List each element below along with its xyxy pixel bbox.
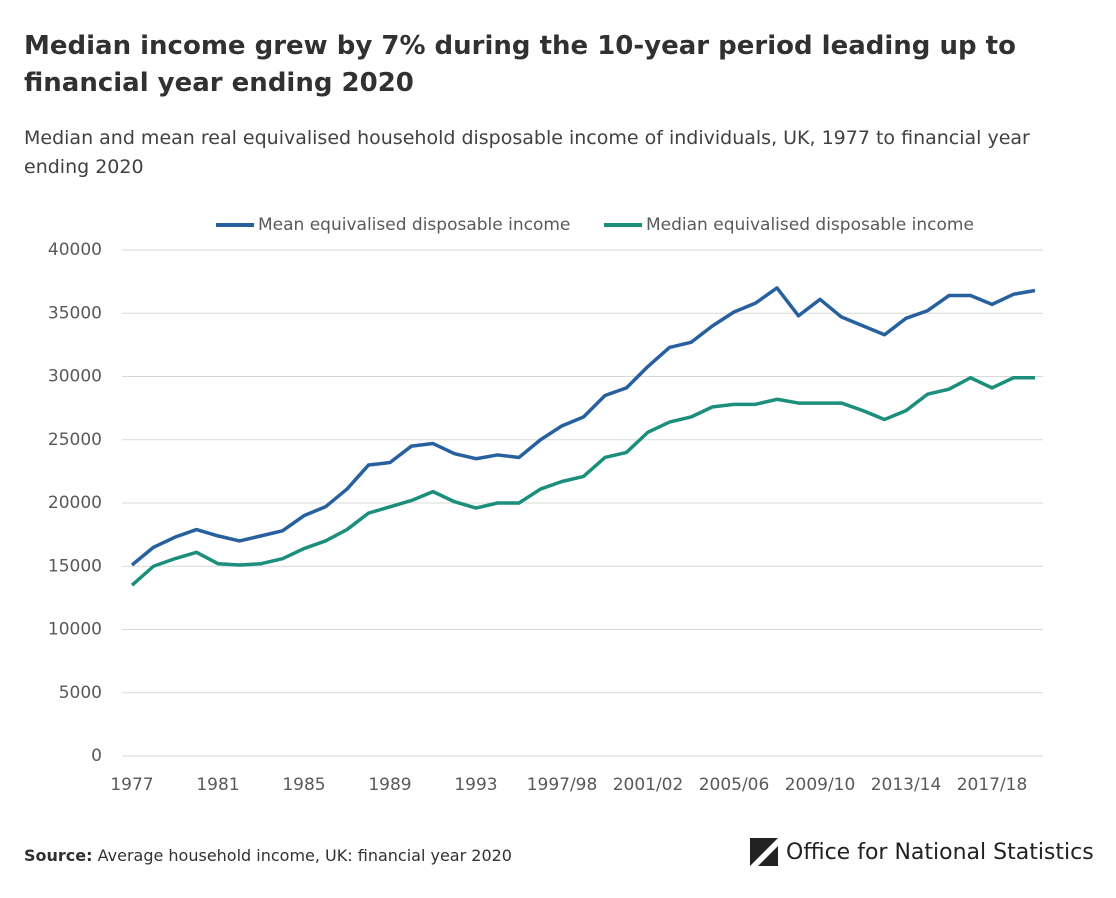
- y-tick-label: 30000: [48, 367, 102, 387]
- y-tick-label: 10000: [48, 620, 102, 640]
- x-tick-label: 1985: [282, 775, 325, 795]
- y-tick-label: 40000: [48, 240, 102, 260]
- x-tick-label: 2001/02: [613, 775, 684, 795]
- chart-subtitle: Median and mean real equivalised househo…: [24, 127, 1030, 178]
- source-label: Source:: [24, 846, 93, 865]
- x-tick-label: 2013/14: [871, 775, 942, 795]
- logo-icon: [750, 838, 778, 866]
- x-tick-label: 1989: [368, 775, 411, 795]
- publisher: Office for National Statistics: [786, 839, 1094, 865]
- x-tick-label: 2017/18: [957, 775, 1028, 795]
- chart-title: Median income grew by 7% during the 10-y…: [24, 31, 1016, 98]
- logo: Office for National Statistics: [748, 836, 1094, 868]
- source: Source: Average household income, UK: fi…: [24, 846, 512, 865]
- x-tick-label: 1977: [110, 775, 153, 795]
- y-tick-label: 35000: [48, 303, 102, 323]
- x-tick-label: 1993: [454, 775, 497, 795]
- y-tick-label: 0: [91, 746, 102, 766]
- chart: 0 5000 10000 15000 20000 25000 30000 35000 40000…: [48, 215, 1043, 795]
- series-line: [130, 376, 1035, 587]
- y-tick-label: 20000: [48, 493, 102, 513]
- y-tick-label: 15000: [48, 556, 102, 576]
- x-tick-label: 1997/98: [527, 775, 598, 795]
- x-tick-label: 2009/10: [785, 775, 856, 795]
- y-tick-label: 25000: [48, 430, 102, 450]
- series-line: [130, 286, 1036, 567]
- y-tick-label: 5000: [59, 683, 102, 703]
- x-tick-label: 2005/06: [699, 775, 770, 795]
- legend-label: Median equivalised disposable income: [646, 215, 974, 235]
- legend-label: Mean equivalised disposable income: [258, 215, 570, 235]
- x-tick-label: 1981: [196, 775, 239, 795]
- source-text: Average household income, UK: financial …: [97, 846, 512, 865]
